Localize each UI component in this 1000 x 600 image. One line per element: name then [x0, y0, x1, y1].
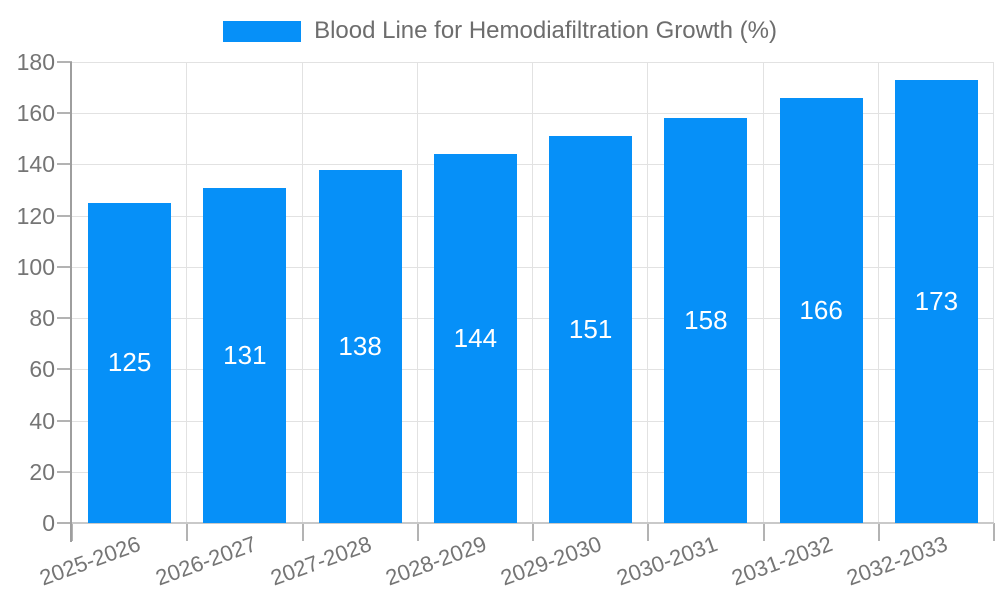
plot-area: 125 131 138 144 151 158 166 173	[72, 62, 994, 523]
y-axis-tick-label: 40	[29, 407, 55, 434]
h-gridline	[72, 318, 994, 320]
y-axis-tick	[57, 470, 72, 473]
x-axis-tick-label: 2027-2028	[267, 531, 375, 591]
v-gridline	[532, 62, 533, 523]
y-axis-tick	[57, 112, 72, 115]
x-axis-tick	[186, 523, 189, 541]
h-gridline	[72, 420, 994, 422]
v-gridline	[762, 62, 764, 523]
y-axis-tick	[57, 522, 72, 524]
bar-value-label: 138	[338, 330, 382, 361]
x-axis-tick-label: 2025-2026	[36, 531, 145, 591]
y-axis-tick-label: 100	[16, 253, 55, 280]
x-axis-line	[72, 522, 994, 524]
y-axis-tick	[57, 265, 72, 268]
x-axis-tick-label: 2030-2031	[613, 531, 721, 591]
x-axis-tick	[301, 523, 304, 541]
y-axis-tick	[57, 214, 72, 217]
bar-value-label: 131	[223, 339, 267, 370]
h-gridline	[72, 62, 994, 63]
v-gridline	[186, 62, 188, 523]
y-axis-tick-label: 60	[29, 356, 55, 383]
bar-value-label: 173	[914, 285, 959, 316]
y-axis-tick-label: 120	[16, 202, 55, 229]
bar[interactable]: 131	[203, 187, 287, 523]
y-axis-tick-label: 180	[16, 49, 55, 75]
x-axis-tick	[762, 523, 765, 541]
x-axis-tick	[532, 523, 534, 541]
v-gridline	[647, 62, 649, 523]
bar-value-label: 166	[799, 294, 843, 325]
x-axis-tick	[416, 523, 419, 541]
y-axis-tick-label: 140	[16, 151, 55, 178]
y-axis-tick	[57, 317, 72, 320]
x-axis-tick	[647, 523, 650, 541]
h-gridline	[72, 164, 994, 166]
v-gridline	[301, 62, 303, 523]
y-axis-tick-label: 80	[29, 305, 55, 332]
x-axis-tick-label: 2029-2030	[497, 531, 606, 591]
y-axis-tick	[57, 419, 72, 422]
x-axis-tick	[71, 523, 73, 541]
bar-value-label: 125	[107, 347, 152, 378]
v-gridline	[877, 62, 879, 523]
y-axis-tick-label: 0	[42, 510, 55, 536]
h-gridline	[72, 113, 994, 115]
x-axis-tick-label: 2026-2027	[152, 531, 260, 591]
v-gridline	[993, 62, 994, 523]
y-axis-tick	[57, 368, 72, 371]
y-axis-line	[70, 62, 72, 542]
x-axis-tick	[877, 523, 880, 541]
v-gridline	[416, 62, 418, 523]
legend[interactable]: Blood Line for Hemodiafiltration Growth …	[0, 18, 1000, 44]
legend-swatch	[223, 20, 302, 42]
bar-value-label: 151	[568, 314, 613, 345]
legend-label: Blood Line for Hemodiafiltration Growth …	[314, 17, 777, 44]
bar[interactable]: 151	[549, 136, 633, 523]
bar-value-label: 144	[453, 323, 498, 354]
h-gridline	[72, 266, 994, 268]
y-axis-tick-label: 20	[29, 458, 55, 485]
y-axis-tick	[57, 61, 72, 63]
h-gridline	[72, 471, 994, 473]
y-axis-tick	[57, 163, 72, 166]
x-axis-tick-label: 2032-2033	[843, 531, 951, 591]
h-gridline	[72, 369, 994, 371]
bar[interactable]: 166	[779, 97, 863, 523]
bar[interactable]: 144	[433, 154, 517, 523]
bar[interactable]: 158	[664, 118, 748, 523]
x-axis-tick-label: 2031-2032	[728, 531, 836, 591]
bar-value-label: 158	[684, 305, 728, 336]
bar[interactable]: 125	[88, 202, 172, 523]
x-axis-tick-label: 2028-2029	[382, 531, 490, 591]
x-axis-tick	[993, 523, 995, 541]
h-gridline	[72, 215, 994, 217]
bar[interactable]: 138	[318, 169, 402, 523]
y-axis-tick-label: 160	[16, 100, 55, 127]
bar[interactable]: 173	[894, 79, 978, 523]
